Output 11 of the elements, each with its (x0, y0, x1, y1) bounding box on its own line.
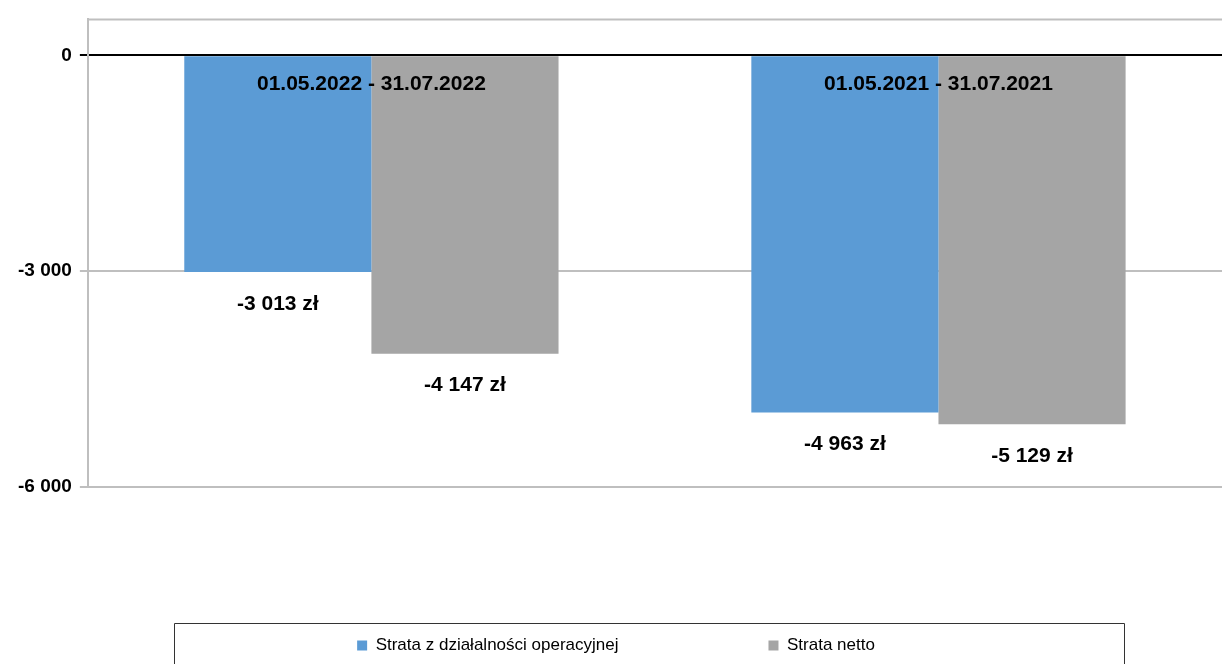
x-tick-label: 01.05.2022 - 31.07.2022 (256, 71, 486, 95)
y-tick-label: 0 (61, 43, 72, 65)
data-label: -3 013 zł (236, 290, 319, 314)
legend-label: Strata netto (786, 635, 875, 655)
y-tick-label: -6 000 (18, 475, 72, 497)
data-label: -4 963 zł (804, 431, 886, 455)
legend-label: Strata z działalności operacyjnej (375, 635, 619, 655)
data-label: -5 129 zł (991, 443, 1074, 467)
y-tick-label: -3 000 (18, 259, 72, 281)
x-tick-label: 01.05.2021 - 31.07.2021 (824, 71, 1054, 95)
data-label: -4 147 zł (424, 372, 506, 396)
